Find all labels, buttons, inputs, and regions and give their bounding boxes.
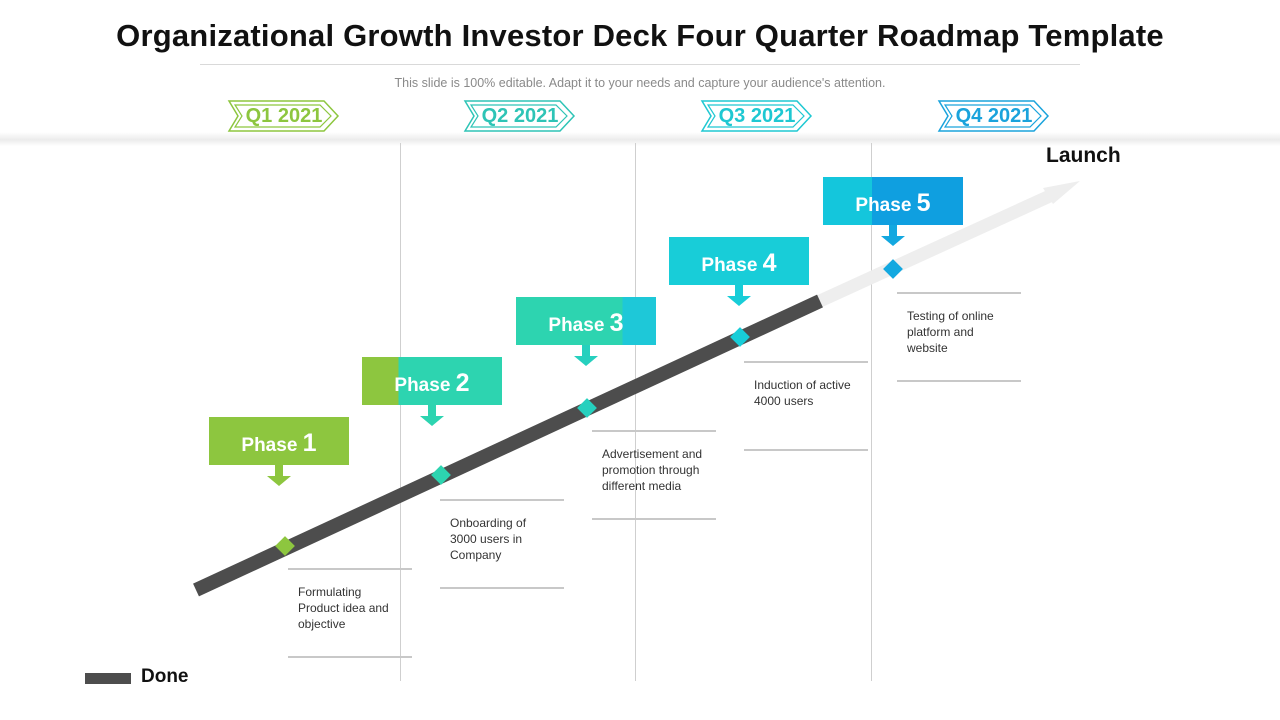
legend-done-swatch: [85, 673, 131, 684]
phase-pointer-arrow-icon: [574, 345, 598, 366]
chevron-tag-icon: [700, 100, 813, 132]
phase-label: Phase: [855, 195, 912, 216]
slide-title: Organizational Growth Investor Deck Four…: [116, 18, 1164, 53]
slide-subtitle: This slide is 100% editable. Adapt it to…: [394, 76, 886, 90]
phase-number: 4: [762, 249, 777, 277]
quarter-tag-q2: Q2 2021: [462, 98, 578, 134]
quarter-label: Q3 2021: [718, 105, 796, 127]
phase-label: Phase: [241, 435, 298, 456]
phase-pointer-arrow-icon: [727, 285, 751, 306]
title-divider: [200, 64, 1080, 65]
phase-pointer-arrow-icon: [267, 465, 291, 486]
chevron-tag-icon: [937, 100, 1050, 132]
phase-label: Phase: [548, 315, 605, 336]
phase-5-box: Phase 5: [823, 177, 963, 225]
phase-number: 5: [916, 189, 931, 217]
quarter-tag-q1: Q1 2021: [226, 98, 342, 134]
phase-number: 3: [609, 309, 624, 337]
phase-4-box: Phase 4: [669, 237, 809, 285]
phase-4-description: Induction of active 4000 users: [744, 361, 868, 451]
header-shadow-band: [0, 132, 1280, 146]
legend-done-label: Done: [141, 666, 189, 687]
quarter-label: Q4 2021: [955, 105, 1033, 127]
phase-1-box: Phase 1: [209, 417, 349, 465]
phase-number: 2: [455, 369, 470, 397]
launch-arrow-icon: [1043, 181, 1080, 204]
phase-3-box: Phase 3: [516, 297, 656, 345]
future-path: [817, 189, 1055, 307]
phase-number: 1: [302, 429, 317, 457]
quarter-label: Q2 2021: [481, 105, 559, 127]
quarter-divider: [871, 143, 872, 681]
phase-1-description: Formulating Product idea and objective: [288, 568, 412, 658]
launch-label: Launch: [1046, 144, 1121, 167]
phase-label: Phase: [394, 375, 451, 396]
quarter-tag-q4: Q4 2021: [936, 98, 1052, 134]
quarter-divider: [635, 143, 636, 681]
chevron-tag-icon: [227, 100, 340, 132]
quarter-tag-q3: Q3 2021: [699, 98, 815, 134]
phase-5-description: Testing of online platform and website: [897, 292, 1021, 382]
phase-label: Phase: [701, 255, 758, 276]
done-path: [193, 294, 823, 597]
phase-2-box: Phase 2: [362, 357, 502, 405]
quarter-label: Q1 2021: [245, 105, 323, 127]
phase-2-description: Onboarding of 3000 users in Company: [440, 499, 564, 589]
quarter-divider: [400, 143, 401, 681]
phase-3-description: Advertisement and promotion through diff…: [592, 430, 716, 520]
phase-pointer-arrow-icon: [420, 405, 444, 426]
phase-pointer-arrow-icon: [881, 225, 905, 246]
chevron-tag-icon: [463, 100, 576, 132]
